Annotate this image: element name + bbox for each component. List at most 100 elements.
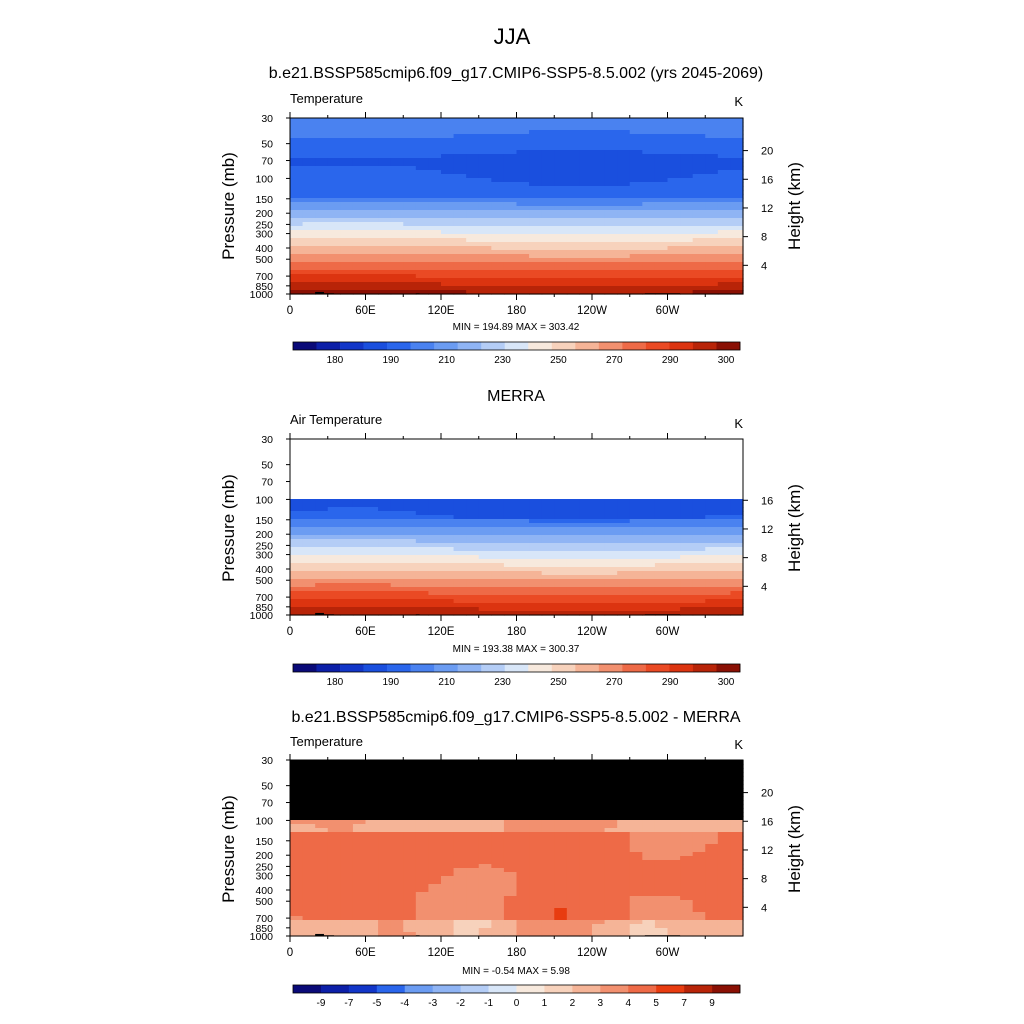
colorbar-box	[457, 664, 482, 672]
contour-cell	[529, 447, 543, 452]
contour-cell	[516, 816, 530, 821]
contour-cell	[478, 772, 492, 777]
contour-cell	[667, 507, 681, 512]
contour-cell	[491, 122, 505, 127]
contour-cell	[579, 760, 593, 765]
contour-cell	[516, 832, 530, 837]
contour-cell	[466, 158, 480, 163]
contour-cell	[415, 443, 430, 448]
contour-cell	[654, 531, 669, 536]
contour-cell	[441, 768, 455, 773]
contour-cell	[302, 868, 316, 873]
contour-cell	[692, 206, 706, 211]
contour-cell	[403, 202, 417, 207]
contour-cell	[592, 158, 606, 163]
contour-cell	[692, 483, 706, 488]
contour-cell	[290, 250, 304, 255]
contour-cell	[352, 463, 367, 468]
contour-cell	[554, 924, 568, 929]
contour-cell	[717, 451, 732, 456]
contour-cell	[617, 888, 631, 893]
contour-cell	[290, 547, 304, 552]
contour-cell	[390, 218, 404, 223]
contour-cell	[730, 455, 744, 460]
contour-cell	[680, 884, 694, 889]
contour-cell	[415, 166, 430, 171]
contour-cell	[441, 539, 455, 544]
contour-cell	[717, 138, 732, 143]
contour-cell	[415, 832, 430, 837]
contour-cell	[516, 587, 530, 592]
contour-cell	[579, 575, 593, 580]
colorbar-box	[504, 664, 529, 672]
contour-cell	[717, 523, 732, 528]
contour-cell	[453, 491, 467, 496]
contour-cell	[592, 876, 606, 881]
height-tick-label: 4	[761, 260, 767, 272]
contour-cell	[365, 928, 379, 933]
contour-cell	[503, 780, 518, 785]
contour-cell	[466, 118, 480, 123]
contour-cell	[390, 555, 404, 560]
contour-cell	[428, 539, 442, 544]
contour-cell	[654, 812, 669, 817]
contour-cell	[604, 912, 618, 917]
contour-cell	[390, 832, 404, 837]
contour-cell	[340, 467, 354, 472]
contour-cell	[290, 900, 304, 905]
contour-cell	[378, 491, 392, 496]
contour-cell	[516, 796, 530, 801]
contour-cell	[503, 479, 518, 484]
contour-cell	[566, 824, 581, 829]
contour-cell	[554, 142, 568, 147]
contour-cell	[705, 122, 719, 127]
contour-cell	[327, 836, 341, 841]
contour-cell	[654, 784, 669, 789]
contour-cell	[705, 547, 719, 552]
contour-cell	[478, 186, 492, 191]
contour-cell	[629, 896, 643, 901]
contour-cell	[667, 190, 681, 195]
contour-cell	[529, 254, 543, 259]
contour-cell	[390, 808, 404, 813]
contour-cell	[692, 772, 706, 777]
contour-cell	[592, 860, 606, 865]
contour-cell	[478, 483, 492, 488]
contour-cell	[692, 242, 706, 247]
contour-cell	[503, 784, 518, 789]
contour-cell	[604, 768, 618, 773]
contour-cell	[503, 611, 518, 616]
contour-cell	[592, 226, 606, 231]
colorbar-box	[551, 342, 576, 350]
contour-cell	[642, 246, 656, 251]
contour-cell	[566, 210, 581, 215]
contour-cell	[290, 234, 304, 239]
colorbar-label: 230	[494, 355, 511, 366]
contour-cell	[352, 234, 367, 239]
contour-cell	[566, 130, 581, 135]
contour-cell	[617, 198, 631, 203]
contour-cell	[290, 190, 304, 195]
contour-cell	[478, 864, 492, 869]
contour-cell	[327, 591, 341, 596]
contour-cell	[705, 290, 719, 295]
panel-units: K	[734, 94, 743, 109]
colorbar-box	[575, 664, 600, 672]
contour-cell	[667, 479, 681, 484]
contour-cell	[579, 222, 593, 227]
contour-cell	[340, 154, 354, 159]
contour-cell	[566, 254, 581, 259]
contour-cell	[491, 479, 505, 484]
contour-cell	[428, 764, 442, 769]
contour-cell	[290, 852, 304, 857]
contour-cell	[352, 170, 367, 175]
contour-cell	[340, 254, 354, 259]
contour-cell	[428, 527, 442, 532]
contour-cell	[491, 234, 505, 239]
contour-cell	[529, 832, 543, 837]
contour-cell	[365, 186, 379, 191]
contour-cell	[503, 828, 518, 833]
contour-cell	[352, 571, 367, 576]
contour-cell	[428, 908, 442, 913]
contour-cell	[654, 900, 669, 905]
